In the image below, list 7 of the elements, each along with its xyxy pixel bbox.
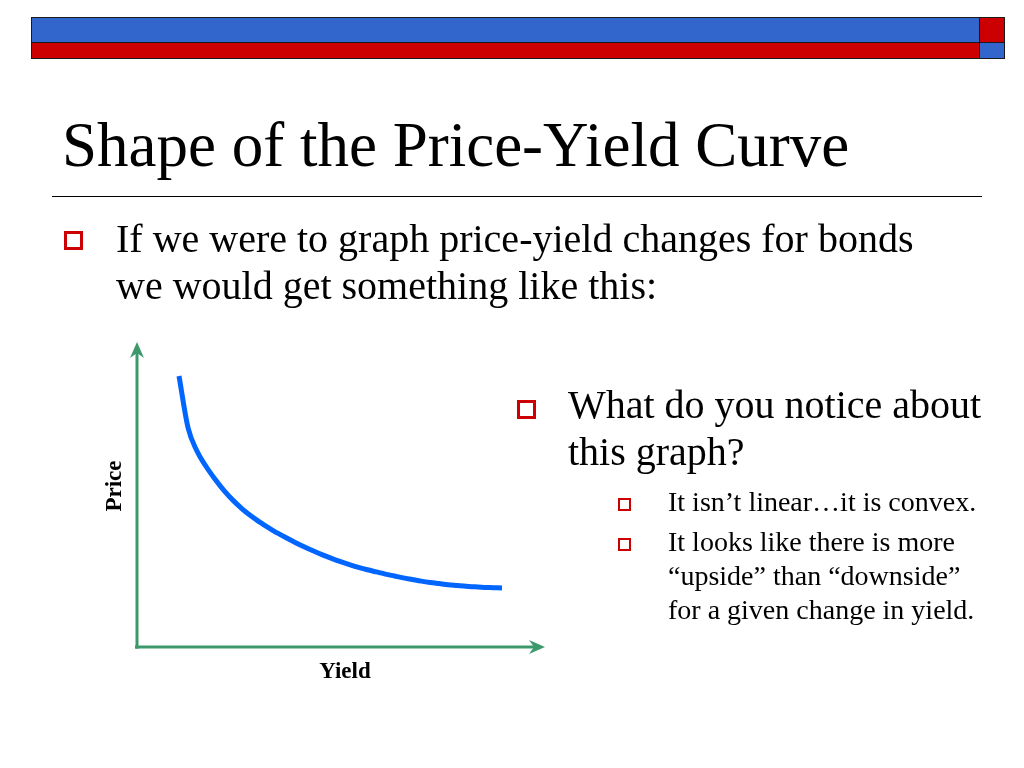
y-axis-title: Price [100, 460, 126, 512]
text: It isn’t linear…it is convex. [668, 485, 978, 519]
text: It looks like there is more “upside” than “downside” for a given change in yield. [668, 525, 976, 627]
text: What do you notice about this graph? [568, 381, 983, 475]
x-axis-title: Yield [319, 658, 371, 683]
text: If we were to graph price-yield changes for bonds we would get something like this: [116, 215, 915, 309]
chart-title: Shape of the Price-Yield Curve [62, 110, 850, 180]
